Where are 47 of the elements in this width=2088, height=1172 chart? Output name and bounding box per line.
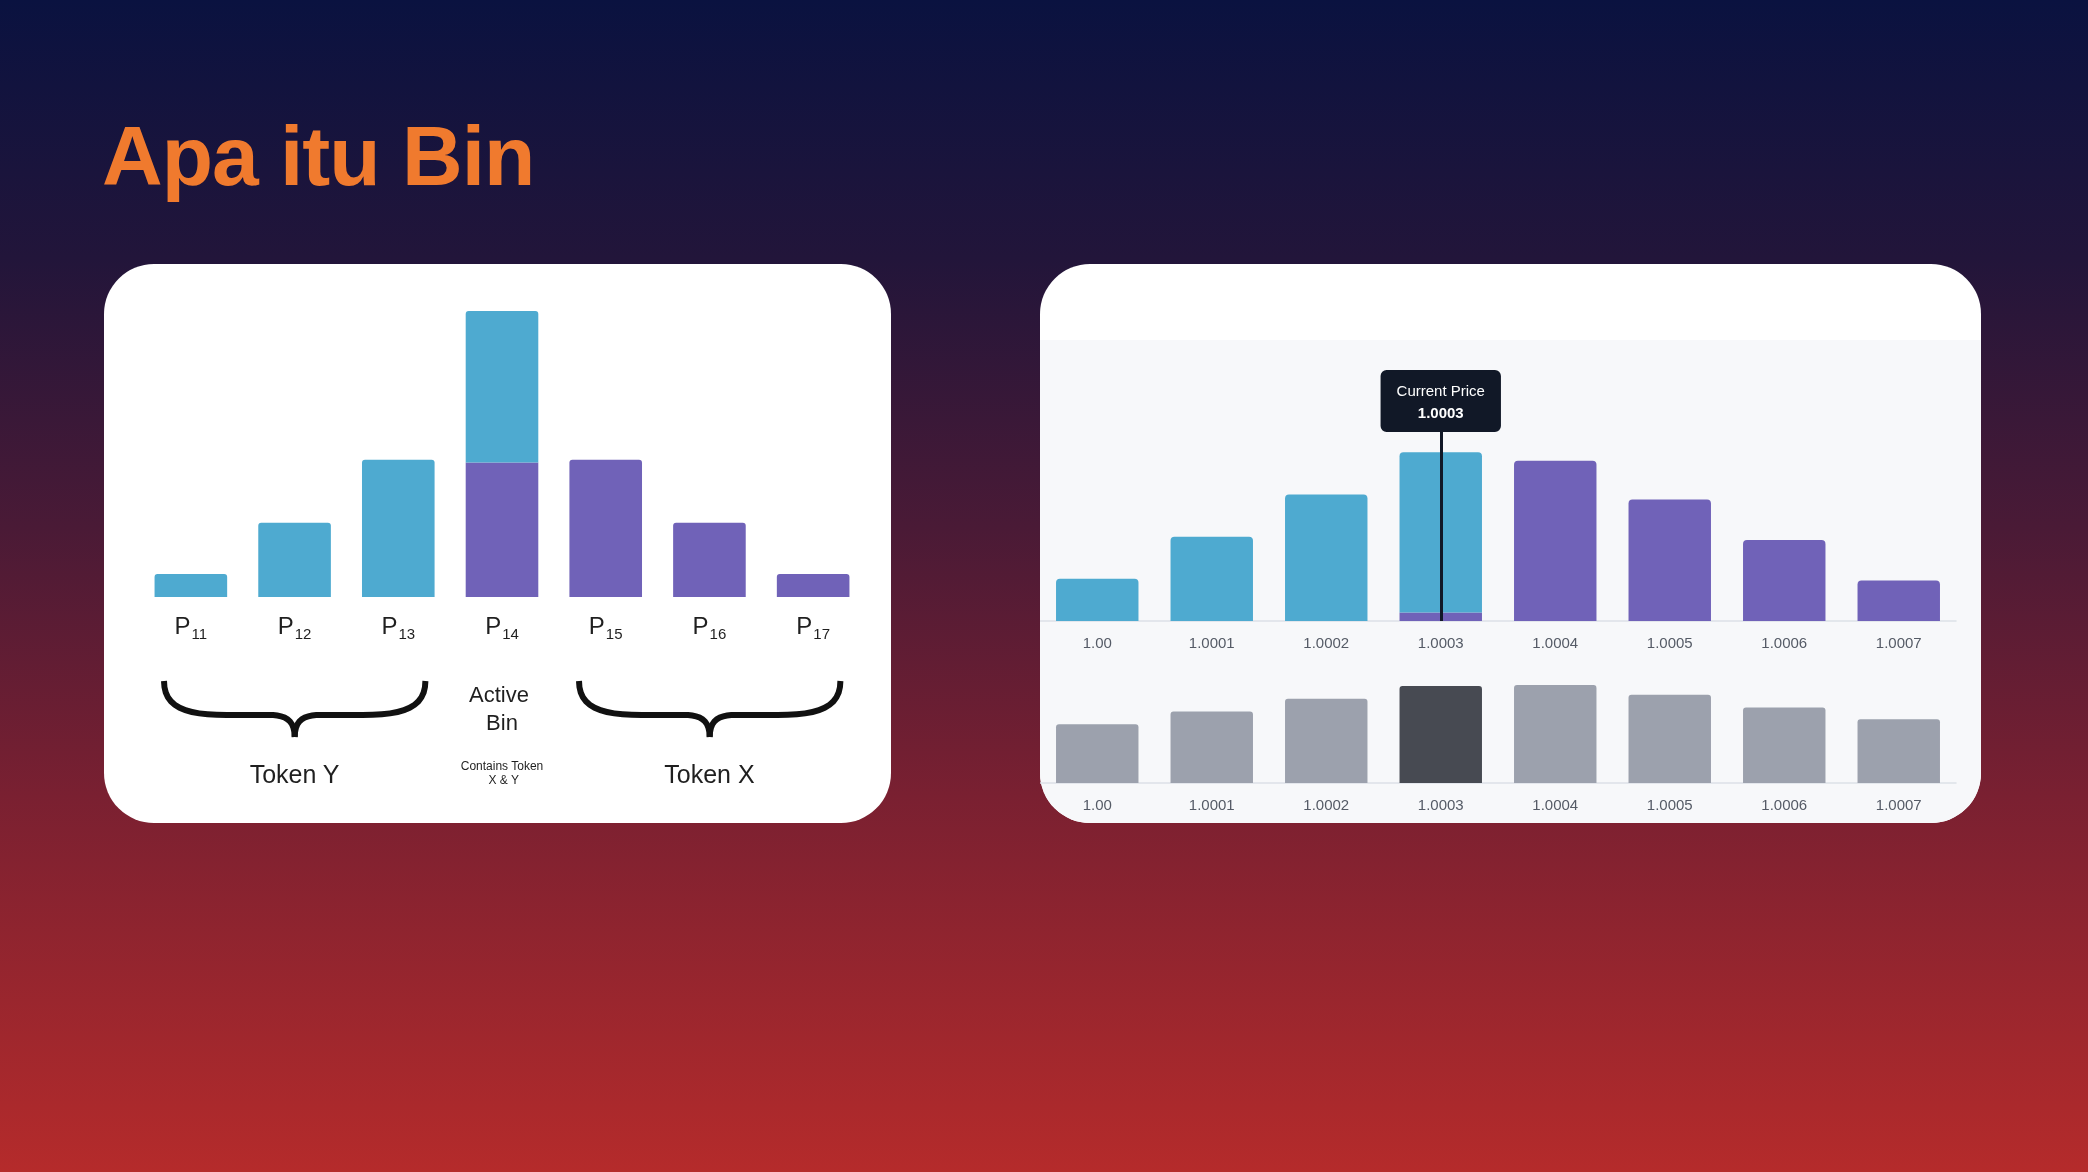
chart-title: Apa itu Bin: [102, 109, 535, 203]
text: Active Bin: [468, 681, 536, 735]
bar: [361, 459, 435, 597]
text: Contains Token X & Y: [460, 759, 544, 787]
bar: [1056, 578, 1139, 621]
x-tick-label: 1.0002: [1303, 634, 1350, 651]
bar: [1628, 499, 1711, 621]
ref-line-label: Current Price 1.0003: [1396, 381, 1485, 421]
bar: [1743, 707, 1826, 783]
x-tick-label: 1.00: [1082, 634, 1112, 651]
x-tick-label: 1.0007: [1875, 634, 1922, 651]
bar: [1628, 694, 1711, 783]
bar: [1514, 685, 1597, 783]
x-tick-label: 1.0004: [1532, 796, 1579, 813]
bar: [258, 522, 331, 597]
bar: [1170, 536, 1253, 621]
bar: [1170, 711, 1253, 783]
bar: [1285, 698, 1368, 783]
x-tick-label: 1.0005: [1646, 796, 1693, 813]
text: Token Y: [249, 760, 340, 788]
x-tick-label: 1.0005: [1646, 634, 1693, 651]
x-tick-label: 1.0006: [1761, 796, 1808, 813]
bar: [569, 459, 643, 597]
x-tick-label: 1.0003: [1417, 634, 1464, 651]
bar: [1514, 460, 1597, 621]
x-tick-label: 1.0003: [1417, 796, 1464, 813]
bar: [465, 462, 539, 597]
bar: [673, 522, 746, 597]
bar: [154, 574, 228, 597]
bar: [1857, 580, 1940, 621]
bar: [1399, 612, 1482, 621]
bar: [1399, 685, 1482, 783]
bar: [1743, 540, 1826, 621]
bar: [465, 311, 539, 463]
x-tick-label: 1.0006: [1761, 634, 1808, 651]
bar: [1056, 724, 1139, 783]
bar: [776, 574, 850, 597]
x-tick-label: 1.00: [1082, 796, 1112, 813]
x-tick-label: 1.0001: [1188, 796, 1235, 813]
x-tick-label: 1.0004: [1532, 634, 1579, 651]
bar: [1857, 719, 1940, 783]
x-tick-label: 1.0007: [1875, 796, 1922, 813]
x-tick-label: 1.0002: [1303, 796, 1350, 813]
x-tick-label: 1.0001: [1188, 634, 1235, 651]
bar: [1399, 452, 1482, 613]
text: Token X: [664, 760, 755, 788]
bar: [1285, 494, 1368, 621]
